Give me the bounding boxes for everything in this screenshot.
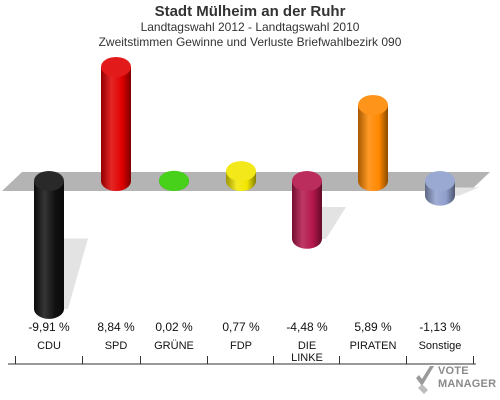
logo-text-line1: VOTE — [438, 365, 469, 377]
value-label: -4,48 % — [286, 320, 328, 334]
bar-sonstige — [425, 171, 455, 206]
bar-shadows — [38, 187, 479, 309]
bar-body — [358, 105, 388, 181]
chart-title: Stadt Mülheim an der Ruhr — [154, 3, 346, 20]
logo-text: VOTE MANAGER — [438, 365, 496, 391]
value-label: 0,02 % — [155, 320, 193, 334]
bar-top-cap — [159, 170, 189, 191]
bar-cdu — [34, 171, 64, 319]
category-label: CDU — [37, 340, 61, 352]
category-label: SPD — [105, 340, 128, 352]
chart-subtitle-election: Landtagswahl 2012 - Landtagswahl 2010 — [140, 20, 360, 34]
category-label: Sonstige — [419, 340, 462, 352]
logo-text-line2: MANAGER — [438, 378, 497, 390]
bar-bottom-cap — [425, 185, 455, 206]
bar-piraten — [358, 95, 388, 191]
bar-bottom-cap — [358, 171, 388, 191]
bars — [34, 56, 455, 319]
value-labels: -9,91 % 8,84 % 0,02 % 0,77 % -4,48 % 5,89 % -1… — [28, 320, 461, 334]
chart-header: Stadt Mülheim an der Ruhr Landtagswahl 2… — [0, 0, 500, 50]
bar-body — [34, 181, 64, 309]
value-label: 0,77 % — [222, 320, 260, 334]
category-label: DIE — [298, 340, 316, 352]
bar-top-cap — [425, 171, 455, 191]
chart-subtitle-district: Zweitstimmen Gewinne und Verluste Briefw… — [98, 35, 402, 49]
value-label: -9,91 % — [28, 320, 70, 334]
bar-fdp — [226, 161, 256, 191]
value-label: 5,89 % — [354, 320, 392, 334]
bar-top-cap — [358, 95, 388, 116]
category-label: GRÜNE — [154, 340, 194, 352]
category-label: FDP — [230, 340, 252, 352]
category-label: LINKE — [291, 352, 323, 364]
bar-spd — [101, 56, 131, 191]
bar-body — [101, 66, 131, 181]
category-label: PIRATEN — [350, 340, 397, 352]
bar-gr-ne — [159, 170, 189, 191]
bar-top-cap — [226, 161, 256, 182]
bar-bottom-cap — [34, 298, 64, 319]
value-label: -1,13 % — [419, 320, 461, 334]
bar-top-cap — [292, 171, 322, 191]
bar-bottom-cap — [101, 171, 131, 191]
value-label: 8,84 % — [97, 320, 135, 334]
vote-manager-logo: VOTE MANAGER — [414, 362, 496, 396]
bar-die-linke — [292, 171, 322, 249]
checkmark-icon — [416, 366, 434, 394]
bar-top-cap — [34, 171, 64, 191]
bar-top-cap — [101, 56, 131, 77]
bar-bottom-cap — [292, 228, 322, 249]
category-ticks — [15, 356, 474, 364]
